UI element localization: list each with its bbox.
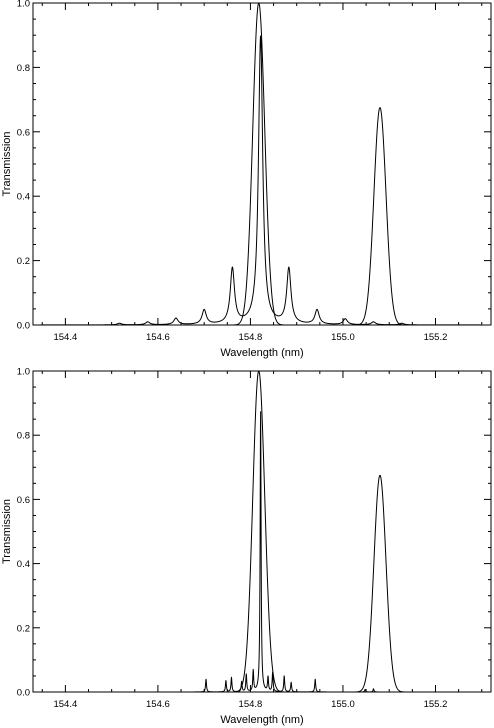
x-tick-label: 154.6 <box>146 699 170 710</box>
chart-panel-2: 154.4 154.6 154.8 155.0 155.2 0.0 0.2 0.4 0.6 0.8… <box>1 367 492 726</box>
x-tick-label: 155.2 <box>424 699 448 710</box>
series-line-2 <box>33 35 491 325</box>
x-tick-label: 155.0 <box>331 699 355 710</box>
series-line-2 <box>33 411 491 692</box>
x-tick-label: 154.8 <box>239 332 263 343</box>
x-tick-label: 154.4 <box>53 332 77 343</box>
x-tick-label: 155.2 <box>424 332 448 343</box>
x-tick-label: 155.0 <box>331 332 355 343</box>
y-tick-label: 0.0 <box>17 321 30 332</box>
y-axis-label: Transmission <box>1 132 13 197</box>
series-line-1 <box>33 2 491 325</box>
y-tick-label: 0.0 <box>17 688 30 699</box>
x-tick-label: 154.4 <box>53 699 77 710</box>
y-tick-label: 0.8 <box>17 431 30 442</box>
y-tick-label: 0.2 <box>17 256 30 267</box>
y-tick-label: 0.6 <box>17 127 30 138</box>
y-tick-label: 1.0 <box>17 0 30 10</box>
chart-panel-1: 154.4 154.6 154.8 155.0 155.2 0.0 0.2 0.4 0.6 0.8… <box>1 0 492 359</box>
y-tick-label: 0.6 <box>17 495 30 506</box>
y-tick-label: 1.0 <box>17 367 30 378</box>
x-tick-label: 154.6 <box>146 332 170 343</box>
x-tick-label: 154.8 <box>239 699 263 710</box>
x-axis-label: Wavelength (nm) <box>220 347 303 359</box>
y-tick-label: 0.8 <box>17 63 30 74</box>
y-tick-label: 0.4 <box>17 559 30 570</box>
y-tick-label: 0.4 <box>17 192 30 203</box>
series-line-1 <box>33 370 491 692</box>
y-axis-label: Transmission <box>1 499 13 564</box>
y-tick-label: 0.2 <box>17 623 30 634</box>
x-axis-label: Wavelength (nm) <box>220 714 303 726</box>
